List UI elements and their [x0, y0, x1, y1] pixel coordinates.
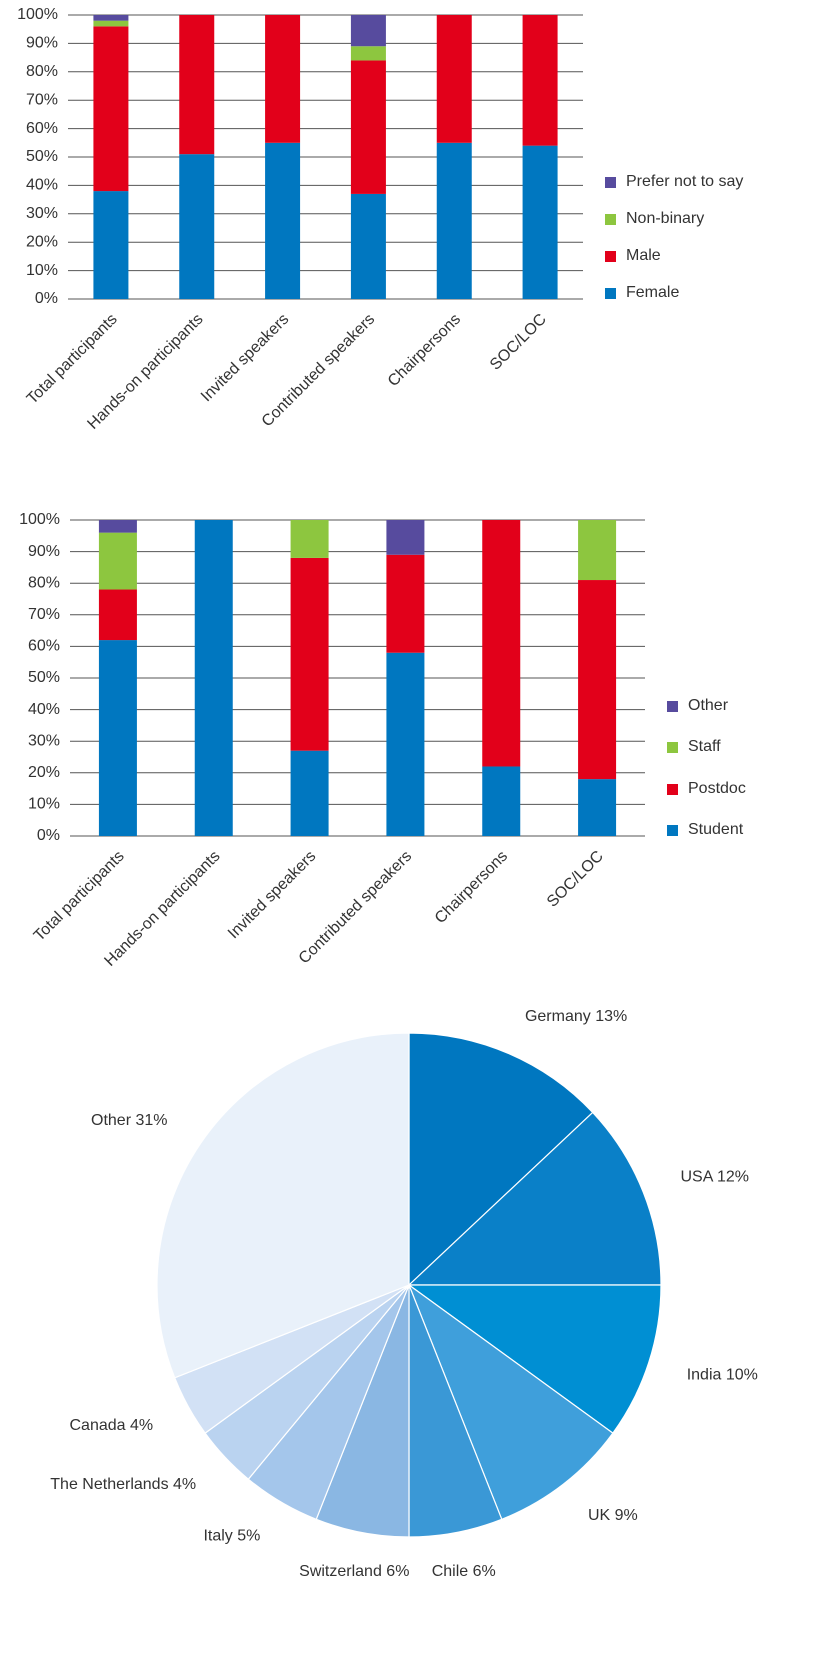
bar-segment — [179, 15, 215, 155]
x-tick-label: Total participants — [24, 311, 121, 408]
bar-segment — [265, 142, 301, 299]
slice-label: Switzerland 6% — [299, 1563, 409, 1580]
legend-swatch — [667, 784, 678, 795]
bar-segment — [98, 640, 137, 836]
y-tick-label: 60% — [26, 120, 58, 137]
bar-segment — [265, 15, 301, 143]
legend-swatch — [667, 825, 678, 836]
y-tick-label: 70% — [28, 606, 60, 623]
y-tick-label: 90% — [28, 543, 60, 560]
bar-segment — [436, 142, 472, 299]
bar-segment — [436, 15, 472, 143]
legend-label: Male — [626, 247, 661, 264]
bar-segment — [482, 766, 521, 836]
bar-segment — [578, 779, 617, 836]
y-tick-label: 30% — [26, 205, 58, 222]
slice-label: Chile 6% — [432, 1563, 496, 1580]
legend-label: Student — [688, 821, 744, 838]
legend-label: Female — [626, 284, 679, 301]
bar-segment — [482, 520, 521, 767]
bar-segment — [522, 145, 558, 299]
bar-segment — [522, 15, 558, 146]
bar-segment — [290, 557, 329, 751]
y-tick-label: 30% — [28, 732, 60, 749]
slice-label: USA 12% — [680, 1169, 748, 1186]
pie-slice — [408, 1032, 594, 1287]
y-tick-label: 0% — [35, 290, 58, 307]
x-tick-label: SOC/LOC — [487, 311, 550, 374]
bar-segment — [98, 589, 137, 641]
x-tick-label: Invited speakers — [225, 848, 319, 942]
bar-segment — [93, 191, 129, 299]
pie-slice — [407, 1283, 614, 1521]
y-tick-label: 70% — [26, 91, 58, 108]
pie-slice — [156, 1032, 410, 1379]
bar-segment — [179, 154, 215, 299]
legend-swatch — [667, 742, 678, 753]
x-tick-label: Chairpersons — [385, 311, 464, 390]
slice-label: Other 31% — [91, 1112, 167, 1129]
bar-segment — [386, 652, 425, 836]
legend-swatch — [605, 177, 616, 188]
bar-segment — [98, 532, 137, 590]
y-tick-label: 50% — [26, 148, 58, 165]
slice-label: UK 9% — [588, 1507, 638, 1524]
y-tick-label: 40% — [26, 177, 58, 194]
y-tick-label: 20% — [28, 764, 60, 781]
y-tick-label: 60% — [28, 638, 60, 655]
x-tick-label: Chairpersons — [432, 848, 511, 927]
y-tick-label: 50% — [28, 669, 60, 686]
slice-label: Italy 5% — [203, 1528, 260, 1545]
slice-label: Canada 4% — [69, 1417, 153, 1434]
legend-label: Postdoc — [688, 780, 746, 797]
legend-label: Non-binary — [626, 210, 704, 227]
y-tick-label: 10% — [26, 262, 58, 279]
y-tick-label: 20% — [26, 233, 58, 250]
y-tick-label: 80% — [26, 63, 58, 80]
x-tick-label: Invited speakers — [198, 311, 292, 405]
x-tick-label: SOC/LOC — [544, 848, 607, 911]
bar-segment — [350, 15, 386, 47]
legend-swatch — [605, 251, 616, 262]
legend-label: Staff — [688, 738, 721, 755]
y-tick-label: 80% — [28, 574, 60, 591]
bar-segment — [578, 520, 617, 581]
legend-label: Prefer not to say — [626, 173, 743, 190]
bar-segment — [350, 193, 386, 299]
bar-segment — [350, 46, 386, 61]
bar-segment — [386, 554, 425, 653]
pie-slice — [407, 1111, 662, 1286]
legend-label: Other — [688, 697, 729, 714]
y-tick-label: 100% — [17, 6, 58, 23]
bar-segment — [93, 15, 129, 21]
legend-swatch — [605, 288, 616, 299]
slice-label: The Netherlands 4% — [50, 1476, 196, 1493]
y-tick-label: 100% — [19, 511, 60, 528]
y-tick-label: 10% — [28, 796, 60, 813]
slice-label: Germany 13% — [525, 1008, 627, 1025]
bar-segment — [93, 26, 129, 192]
bar-segment — [578, 580, 617, 780]
bar-segment — [350, 60, 386, 194]
x-tick-label: Total participants — [31, 848, 128, 945]
y-tick-label: 0% — [37, 827, 60, 844]
legend-swatch — [605, 214, 616, 225]
legend-swatch — [667, 701, 678, 712]
bar-segment — [290, 750, 329, 836]
bar-segment — [194, 520, 233, 836]
bar-segment — [290, 520, 329, 558]
bar-segment — [93, 20, 129, 27]
bar-segment — [98, 520, 137, 533]
y-tick-label: 40% — [28, 701, 60, 718]
bar-segment — [386, 520, 425, 555]
slice-label: India 10% — [687, 1366, 758, 1383]
pie-slice — [407, 1284, 662, 1434]
x-tick-label: Contributed speakers — [296, 848, 416, 968]
y-tick-label: 90% — [26, 35, 58, 52]
